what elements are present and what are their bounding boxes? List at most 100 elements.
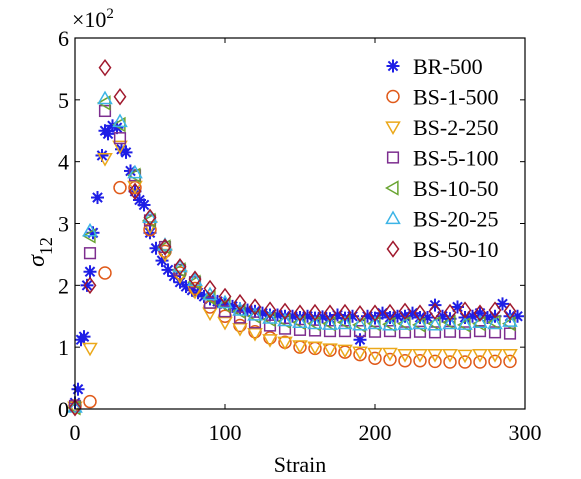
data-point (337, 344, 353, 359)
data-point (383, 352, 397, 367)
data-point (353, 333, 367, 347)
x-tick-label: 200 (359, 420, 392, 445)
legend-label: BS-5-100 (413, 146, 499, 171)
data-point (137, 198, 151, 212)
data-point (382, 347, 398, 362)
data-point (413, 354, 427, 368)
data-point (458, 301, 472, 319)
data-point (202, 286, 218, 301)
y-axis-label-subscript: 12 (36, 237, 56, 255)
data-point (398, 302, 412, 321)
data-point (338, 303, 352, 322)
data-point (367, 347, 383, 362)
y-exponent-base: ×10 (72, 7, 106, 32)
data-point (82, 222, 98, 237)
data-point (398, 354, 412, 368)
data-point (338, 325, 352, 338)
legend-item-bs-10-50: BS-10-50 (384, 176, 499, 201)
data-point (353, 305, 367, 323)
legend: BR-500 BS-1-500 BS-2-250 BS-5-100 BS-10-50 BS… (378, 48, 519, 272)
data-point (322, 343, 338, 358)
data-point (113, 132, 127, 145)
data-point (263, 331, 277, 345)
data-point (473, 355, 487, 369)
data-point (457, 316, 473, 330)
x-axis: 0 100 200 300 (70, 38, 542, 445)
data-point (457, 349, 473, 364)
data-point (428, 326, 442, 339)
data-point (248, 298, 262, 316)
legend-item-bs-2-250: BS-2-250 (385, 115, 499, 140)
legend-label: BS-2-250 (413, 115, 499, 140)
data-point (262, 310, 278, 324)
data-point (306, 315, 321, 332)
legend-background (378, 48, 519, 272)
series-bs-50-10 (68, 58, 517, 417)
data-point (322, 316, 338, 330)
data-point (473, 304, 487, 322)
data-point (142, 209, 158, 223)
legend-marker (386, 151, 400, 164)
data-point (97, 90, 113, 105)
legend-item-br-500: BR-500 (386, 54, 483, 79)
data-point (247, 327, 263, 342)
y-tick-label: 5 (58, 88, 69, 113)
data-point (173, 258, 187, 276)
data-point (187, 272, 203, 287)
series-bs-2-250 (67, 140, 518, 416)
x-tick-label: 100 (209, 420, 242, 445)
data-point (487, 348, 503, 363)
data-point (277, 336, 293, 351)
legend-item-bs-50-10: BS-50-10 (386, 237, 499, 262)
data-point (293, 304, 307, 322)
y-tick-label: 4 (58, 150, 69, 175)
data-point (352, 316, 368, 331)
data-point (351, 317, 366, 333)
data-point (308, 303, 322, 322)
data-point (262, 334, 278, 348)
data-point (263, 301, 277, 319)
y-tick-label: 3 (58, 212, 69, 237)
data-marks (66, 58, 524, 417)
data-point (232, 322, 248, 337)
data-point (368, 351, 382, 366)
data-point (368, 325, 382, 338)
legend-marker (386, 59, 400, 73)
data-point (503, 354, 517, 369)
data-point (248, 324, 262, 339)
data-point (397, 348, 413, 363)
data-point (428, 302, 442, 321)
data-point (83, 247, 97, 260)
data-point (428, 354, 442, 369)
legend-label: BR-500 (413, 54, 483, 79)
data-point (367, 315, 383, 330)
y-tick-label: 6 (58, 26, 69, 51)
data-point (128, 182, 142, 201)
data-point (127, 164, 143, 179)
data-point (292, 314, 308, 329)
data-point (352, 346, 368, 361)
data-point (307, 341, 323, 356)
data-point (158, 238, 172, 256)
data-point (427, 348, 443, 363)
y-axis-label-symbol: σ (24, 254, 50, 267)
data-point (83, 276, 97, 295)
data-point (353, 347, 367, 362)
legend-label: BS-50-10 (413, 237, 499, 262)
data-point (472, 314, 488, 329)
data-point (172, 258, 188, 273)
data-point (233, 293, 247, 312)
data-point (113, 180, 127, 195)
svg-text:σ12: σ12 (24, 237, 56, 267)
legend-label: BS-10-50 (413, 176, 499, 201)
data-point (488, 301, 502, 319)
data-point (113, 88, 127, 106)
data-point (503, 302, 517, 321)
data-point (427, 316, 443, 331)
y-tick-label: 0 (58, 397, 69, 422)
data-point (337, 315, 353, 330)
legend-item-bs-20-25: BS-20-25 (385, 207, 499, 232)
data-point (496, 297, 509, 311)
legend-marker (385, 121, 401, 136)
